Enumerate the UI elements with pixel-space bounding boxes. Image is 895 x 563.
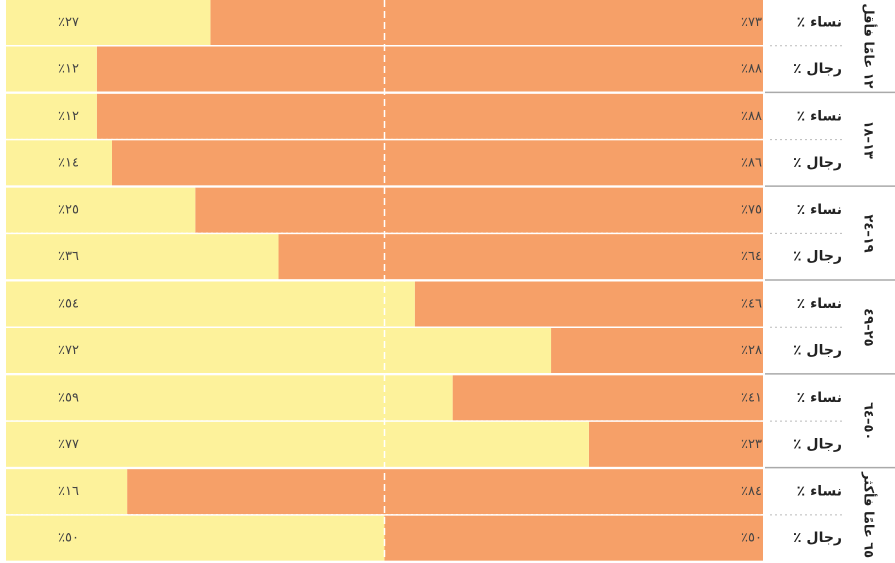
- bar-segment: [6, 93, 97, 139]
- value-label: ٧٣٪: [741, 15, 762, 30]
- row-label: نساء ٪: [797, 15, 842, 31]
- value-label: ٨٦٪: [741, 155, 762, 170]
- row-label: رجال ٪: [793, 343, 842, 359]
- value-label: ٢٥٪: [58, 203, 79, 218]
- row-label: رجال ٪: [793, 249, 842, 265]
- bar-segment: [278, 234, 763, 280]
- bar-segment: [210, 0, 763, 45]
- row-label: رجال ٪: [793, 530, 842, 546]
- value-label: ٣٦٪: [58, 249, 79, 264]
- value-label: ٤٦٪: [741, 297, 762, 312]
- bar-segment: [96, 46, 764, 92]
- value-label: ٥٠٪: [58, 531, 79, 546]
- bar-segment: [6, 140, 112, 186]
- bar-segment: [551, 328, 763, 373]
- value-label: ٢٨٪: [741, 343, 762, 358]
- value-label: ٧٢٪: [58, 343, 79, 358]
- value-label: ١٢٪: [58, 62, 79, 77]
- value-label: ٧٧٪: [58, 437, 79, 452]
- bar-segment: [6, 375, 453, 421]
- group-label: ٦٥ عامًا فأكثر: [861, 471, 878, 558]
- value-label: ٨٨٪: [741, 62, 762, 77]
- group-label: ٥٠–٦٤: [861, 402, 876, 440]
- value-label: ٧٥٪: [741, 203, 762, 218]
- row-label: رجال ٪: [793, 436, 842, 452]
- bar-segment: [6, 0, 211, 45]
- bar-segment: [6, 515, 385, 561]
- value-label: ١٦٪: [58, 484, 79, 499]
- bar-segment: [111, 140, 764, 186]
- value-label: ١٤٪: [58, 155, 79, 170]
- value-label: ٨٤٪: [741, 484, 762, 499]
- bar-segment: [6, 46, 97, 92]
- value-label: ٢٣٪: [741, 437, 762, 452]
- bar-segment: [588, 421, 763, 467]
- value-label: ١٢٪: [58, 109, 79, 124]
- bar-segment: [414, 281, 763, 327]
- bar-segment: [384, 515, 763, 561]
- row-label: رجال ٪: [793, 61, 842, 77]
- bar-segment: [6, 421, 589, 467]
- bar-segment: [6, 234, 279, 280]
- bar-segment: [6, 187, 196, 233]
- group-label: ١٢ عامًا فأقل: [861, 3, 878, 88]
- value-label: ٥٤٪: [58, 297, 79, 312]
- row-label: نساء ٪: [797, 296, 842, 312]
- value-label: ٢٧٪: [58, 15, 79, 30]
- row-label: رجال ٪: [793, 155, 842, 171]
- row-label: نساء ٪: [797, 390, 842, 406]
- bar-segment: [6, 281, 415, 327]
- row-label: نساء ٪: [797, 202, 842, 218]
- bar-segment: [6, 328, 552, 373]
- bar-segment: [195, 187, 763, 233]
- row-label: نساء ٪: [797, 108, 842, 124]
- value-label: ٥٠٪: [741, 531, 762, 546]
- bar-segment: [96, 93, 764, 139]
- group-label: ١٣–١٨: [861, 121, 876, 159]
- value-label: ٤١٪: [741, 390, 762, 405]
- value-label: ٨٨٪: [741, 109, 762, 124]
- group-label: ٢٥–٤٩: [861, 308, 876, 346]
- group-label: ١٩–٢٤: [861, 214, 876, 252]
- bar-segment: [127, 469, 764, 515]
- value-label: ٦٤٪: [741, 249, 762, 264]
- bar-segment: [6, 469, 128, 515]
- row-label: نساء ٪: [797, 484, 842, 500]
- value-label: ٥٩٪: [58, 390, 79, 405]
- bar-segment: [452, 375, 763, 421]
